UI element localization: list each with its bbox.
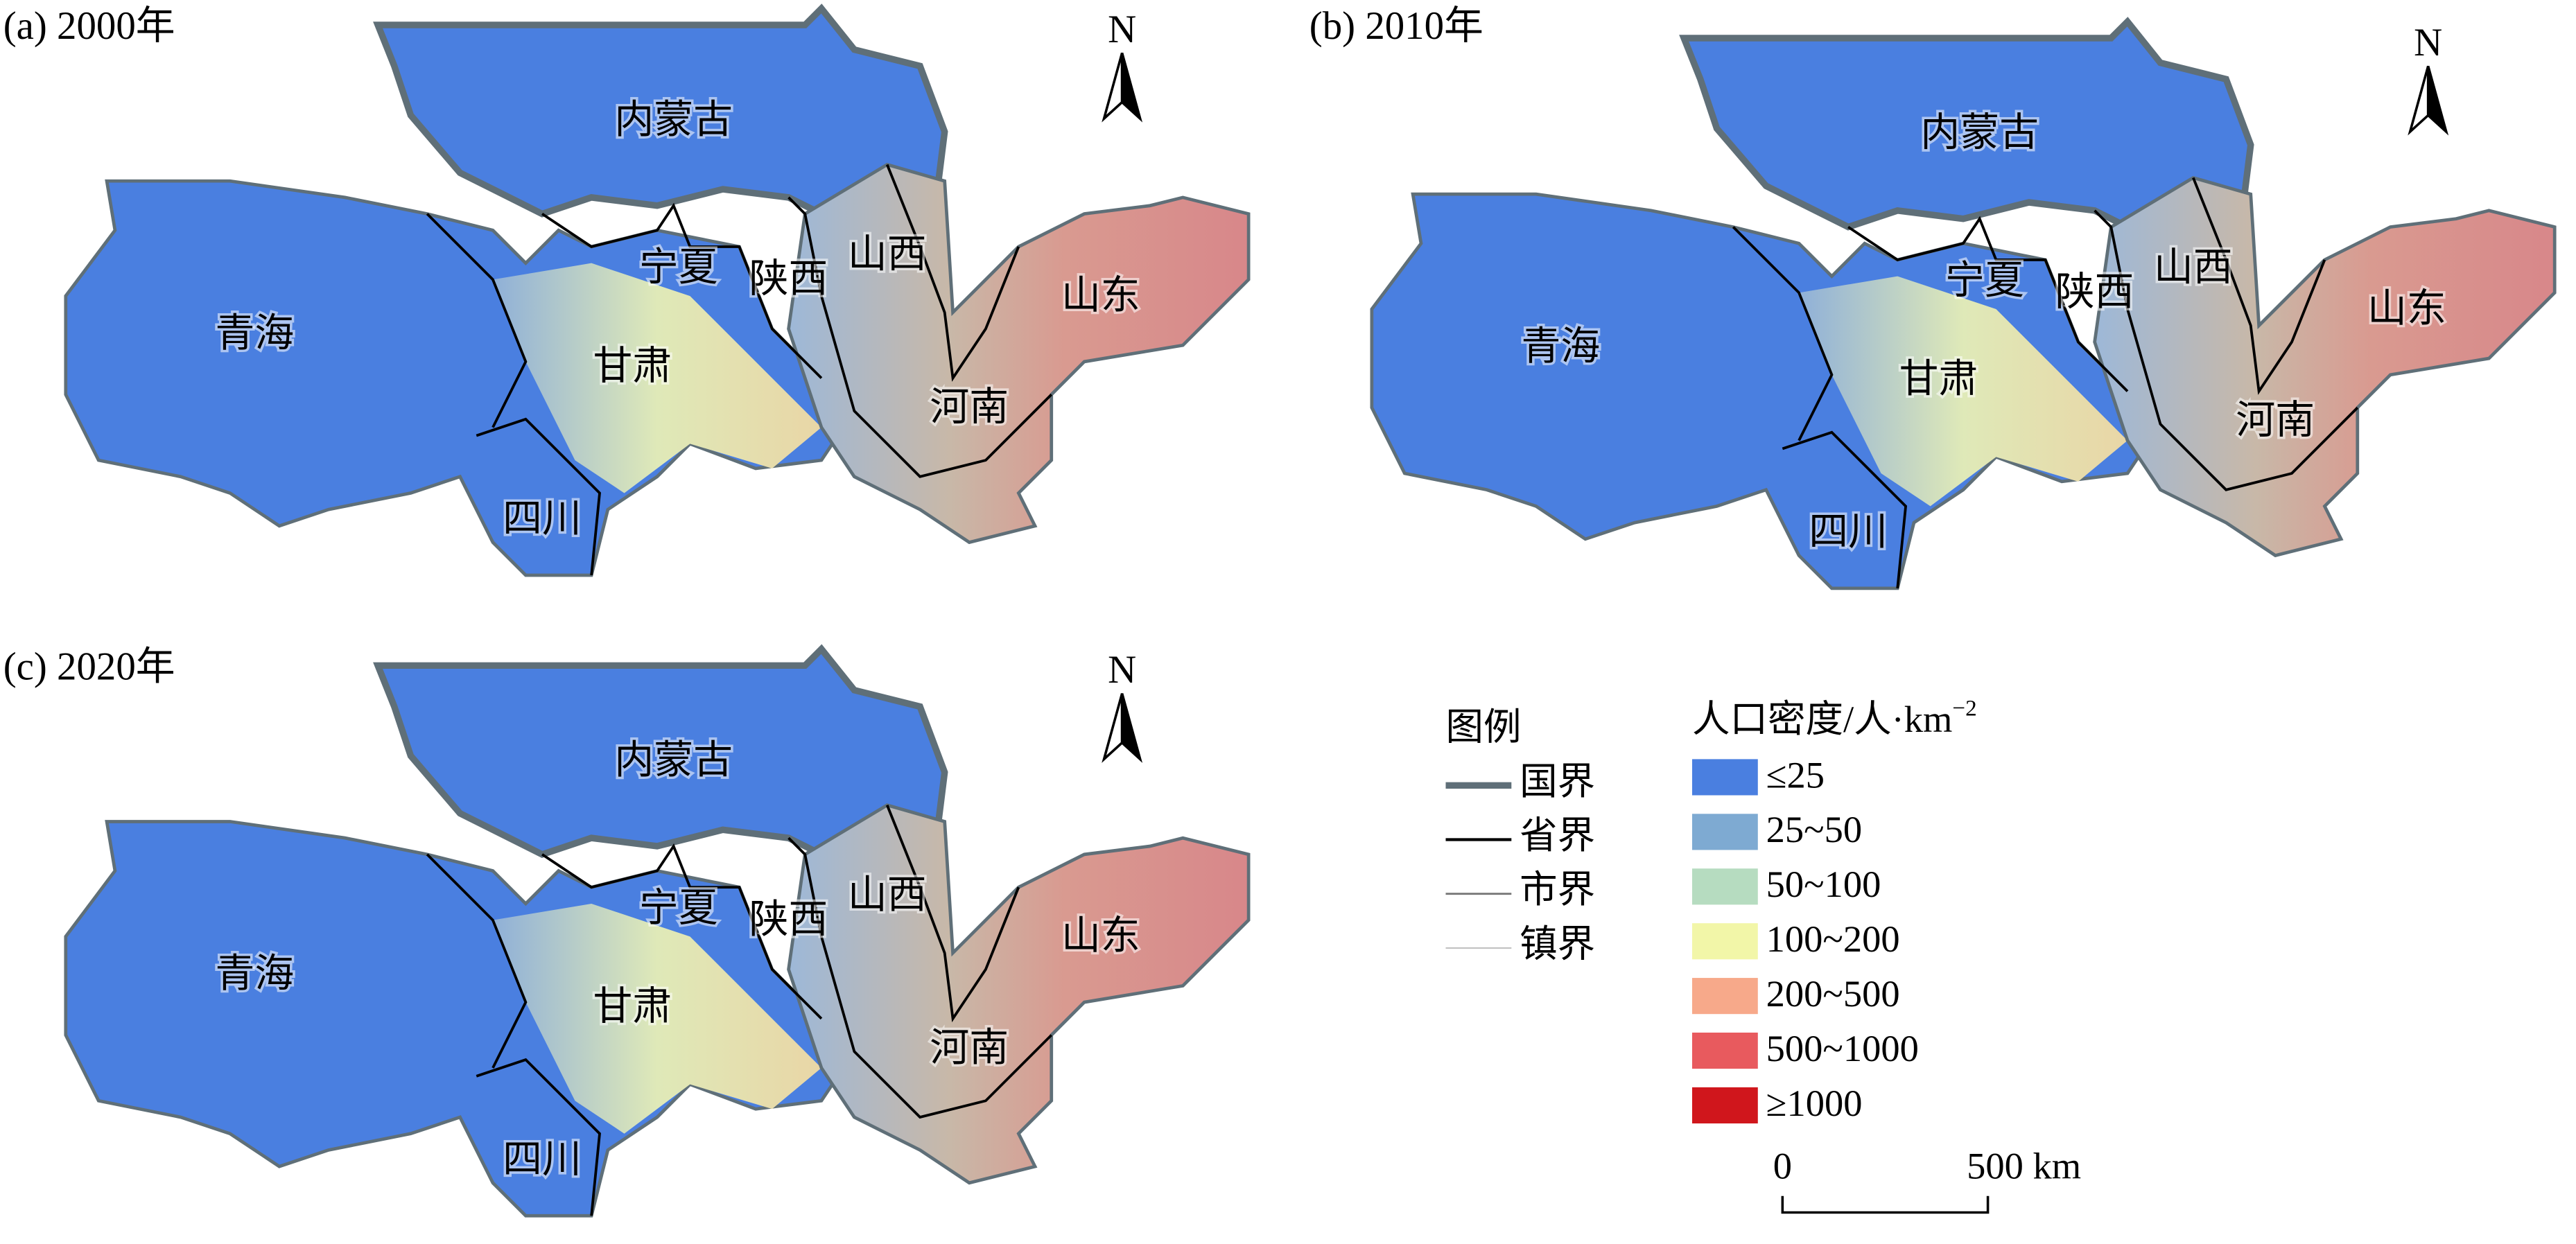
north-arrow [2426,65,2449,136]
legend-swatch [1691,978,1758,1015]
legend-label: 国界 [1520,760,1595,803]
legend-label: 50~100 [1766,863,1881,905]
legend-swatch [1691,1087,1758,1124]
legend-title: 图例 [1446,706,1522,748]
scale-bar [1781,1195,1990,1214]
province-label: 陕西 [749,897,828,941]
panel-title: (a) 2000年 [3,4,175,48]
north-label: N [1108,648,1136,692]
province-label: 内蒙古 [614,98,733,141]
north-arrow [1102,693,1124,763]
north-arrow [1102,52,1124,123]
legend-label: 镇界 [1520,922,1595,965]
province-label: 内蒙古 [614,739,733,782]
province-label: 内蒙古 [1920,111,2039,155]
density-title: 人口密度/人·km−2 [1692,695,1977,740]
province-label: 陕西 [2055,270,2134,314]
province-label: 陕西 [749,257,828,301]
province-label: 山东 [1061,914,1140,958]
province-label: 河南 [2236,398,2315,442]
province-label: 山东 [2367,287,2446,331]
province-label: 青海 [215,311,294,355]
legend-label: 省界 [1520,814,1595,857]
legend-label: 市界 [1520,868,1595,911]
province-label: 河南 [930,385,1009,429]
north-arrow [1120,693,1143,763]
province-label: 宁夏 [639,246,718,290]
legend-label: ≥1000 [1766,1082,1863,1124]
north-arrow [1120,52,1143,123]
legend-swatch [1691,868,1758,905]
legend-swatch [1691,923,1758,960]
province-label: 河南 [930,1026,1009,1069]
province-label: 青海 [1522,324,1601,368]
legend-label: 25~50 [1766,808,1862,850]
panel-title: (c) 2020年 [3,645,175,688]
province-label: 山西 [848,233,927,277]
province-label: 青海 [215,952,294,996]
province-label: 四川 [503,497,582,541]
province-label: 宁夏 [1945,259,2024,303]
province-label: 甘肃 [1899,358,1978,401]
density-title-sup: −2 [1952,695,1976,721]
province-label: 四川 [1809,510,1888,554]
legend-label: ≤25 [1766,753,1825,796]
legend-swatch [1691,814,1758,850]
province-label: 甘肃 [593,344,672,388]
province-label: 四川 [503,1137,582,1181]
legend-swatch [1691,1032,1758,1069]
panel-title: (b) 2010年 [1309,4,1483,48]
legend-label: 100~200 [1766,918,1900,960]
scale-label: 500 km [1967,1144,2081,1186]
north-arrow [2408,65,2430,136]
province-label: 山东 [1061,274,1140,317]
legend-swatch [1691,759,1758,796]
density-title-text: 人口密度/人·km [1692,698,1952,740]
scale-label: 0 [1773,1144,1792,1186]
province-label: 甘肃 [593,985,672,1028]
province-label: 山西 [848,873,927,917]
province-label: 山西 [2154,246,2233,290]
legend-label: 500~1000 [1766,1027,1919,1069]
province-label: 宁夏 [639,886,718,930]
north-label: N [2414,21,2442,64]
north-label: N [1108,8,1136,51]
legend-label: 200~500 [1766,972,1900,1015]
